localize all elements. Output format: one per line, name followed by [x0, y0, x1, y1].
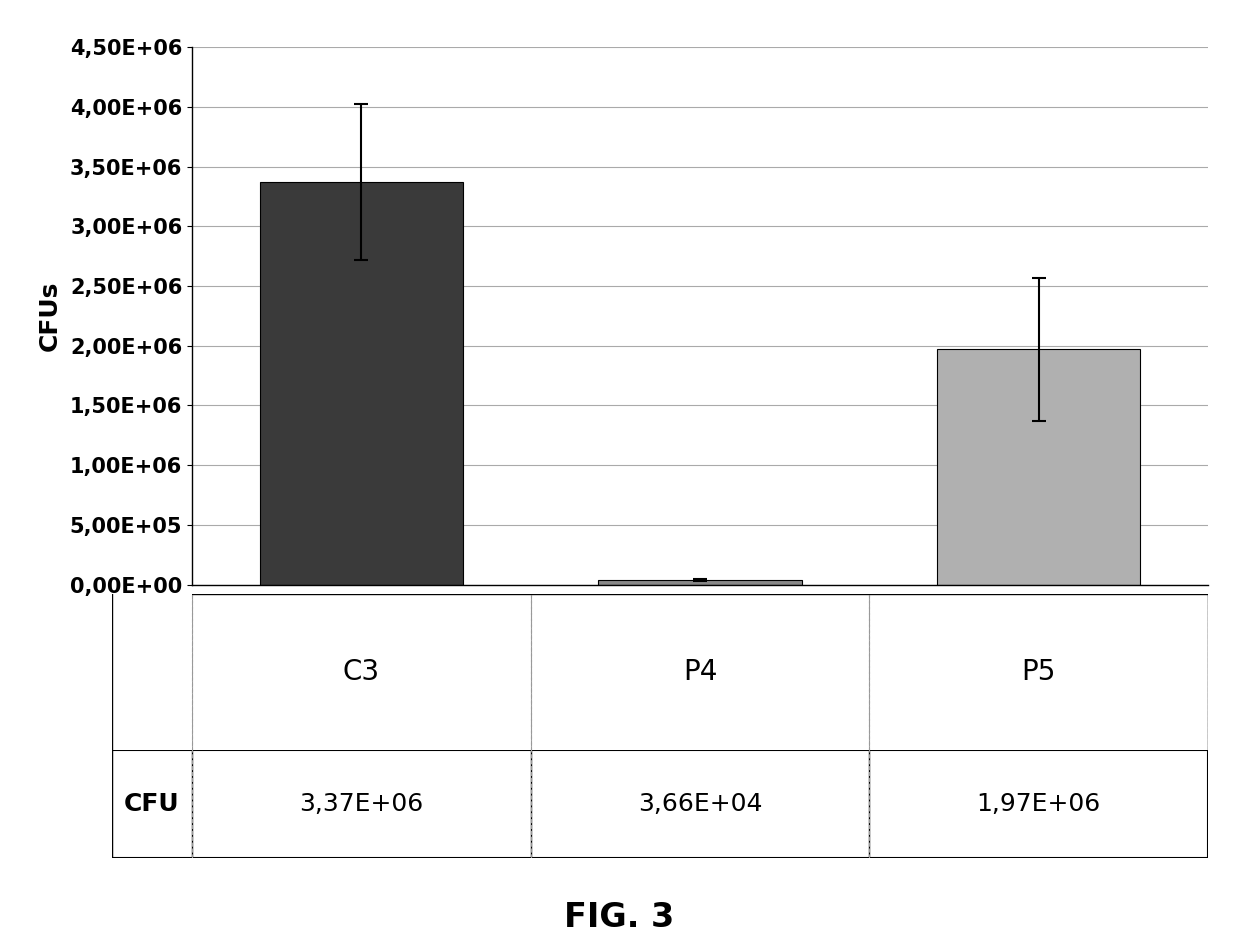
Bar	[260, 182, 463, 585]
Y-axis label: CFUs: CFUs	[37, 281, 62, 351]
Bar	[937, 349, 1140, 585]
Text: 1,97E+06: 1,97E+06	[976, 792, 1100, 816]
Text: 3,66E+04: 3,66E+04	[638, 792, 762, 816]
Text: C3: C3	[343, 658, 380, 686]
FancyBboxPatch shape	[112, 750, 1208, 858]
Text: P4: P4	[683, 658, 717, 686]
Text: FIG. 3: FIG. 3	[565, 901, 674, 934]
Bar	[598, 580, 802, 585]
Text: P5: P5	[1021, 658, 1056, 686]
Text: CFU: CFU	[124, 792, 180, 816]
Text: 3,37E+06: 3,37E+06	[300, 792, 424, 816]
